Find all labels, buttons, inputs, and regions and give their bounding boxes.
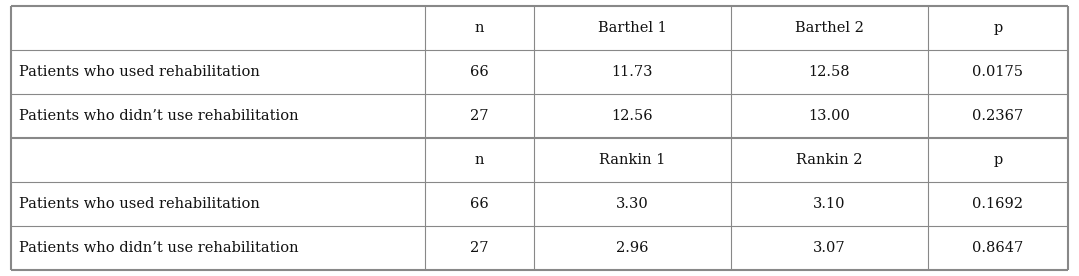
Text: 3.07: 3.07: [812, 242, 846, 255]
Text: 27: 27: [470, 242, 489, 255]
Text: 3.10: 3.10: [812, 197, 846, 211]
Text: Rankin 2: Rankin 2: [796, 153, 862, 167]
Text: 11.73: 11.73: [612, 65, 653, 79]
Text: Patients who used rehabilitation: Patients who used rehabilitation: [19, 65, 260, 79]
Text: 2.96: 2.96: [616, 242, 648, 255]
Text: Patients who didn’t use rehabilitation: Patients who didn’t use rehabilitation: [19, 242, 299, 255]
Text: Patients who used rehabilitation: Patients who used rehabilitation: [19, 197, 260, 211]
Text: 66: 66: [470, 65, 489, 79]
Text: Barthel 1: Barthel 1: [598, 21, 667, 34]
Text: 0.2367: 0.2367: [972, 109, 1024, 123]
Text: p: p: [994, 153, 1002, 167]
Text: Rankin 1: Rankin 1: [599, 153, 666, 167]
Text: 27: 27: [470, 109, 489, 123]
Text: 66: 66: [470, 197, 489, 211]
Text: 0.0175: 0.0175: [972, 65, 1023, 79]
Text: 3.30: 3.30: [616, 197, 648, 211]
Text: 0.1692: 0.1692: [972, 197, 1023, 211]
Text: n: n: [475, 21, 484, 34]
Text: n: n: [475, 153, 484, 167]
Text: 0.8647: 0.8647: [972, 242, 1024, 255]
Text: p: p: [994, 21, 1002, 34]
Text: 13.00: 13.00: [808, 109, 850, 123]
Text: Patients who didn’t use rehabilitation: Patients who didn’t use rehabilitation: [19, 109, 299, 123]
Text: Barthel 2: Barthel 2: [795, 21, 863, 34]
Text: 12.56: 12.56: [612, 109, 653, 123]
Text: 12.58: 12.58: [808, 65, 850, 79]
